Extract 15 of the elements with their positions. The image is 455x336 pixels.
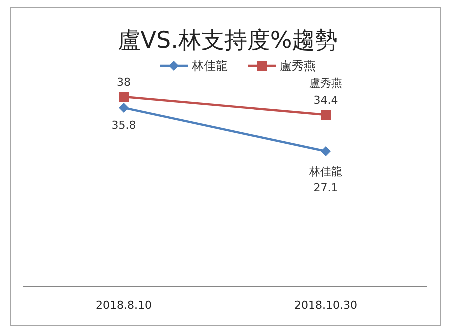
x-tick-label: 2018.10.30 xyxy=(294,299,358,312)
point xyxy=(321,110,331,120)
chart-title: 盧VS.林支持度%趨勢 xyxy=(118,28,338,54)
x-tick-label: 2018.8.10 xyxy=(96,299,152,312)
point xyxy=(119,92,129,102)
annotation: 林佳龍 xyxy=(308,166,342,178)
data-label: 35.8 xyxy=(112,119,136,132)
annotation: 盧秀燕 xyxy=(310,77,342,90)
point xyxy=(321,146,331,156)
data-label: 27.1 xyxy=(314,182,338,194)
point xyxy=(119,103,129,113)
data-label: 38 xyxy=(117,76,131,89)
data-label: 34.4 xyxy=(314,94,338,107)
legend-label: 林佳龍 xyxy=(191,59,228,73)
legend-label: 盧秀燕 xyxy=(280,59,316,73)
